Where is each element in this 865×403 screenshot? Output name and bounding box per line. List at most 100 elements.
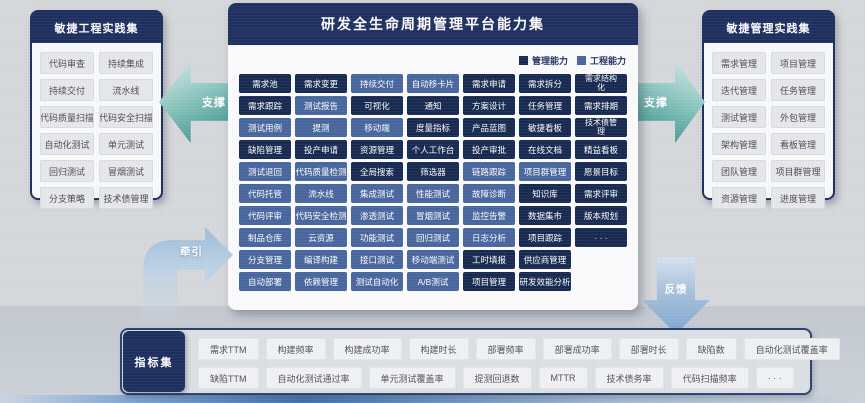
legend-item: 管理能力 — [518, 54, 568, 67]
metric-chip: 技术债务率 — [594, 367, 664, 389]
metric-chip: 自动化测试覆盖率 — [743, 338, 840, 360]
capability-chip: 需求排期 — [575, 96, 627, 115]
practice-chip: 技术债管理 — [99, 187, 153, 209]
capability-chip: 精益看板 — [575, 140, 627, 159]
capability-row: 制品仓库 云资源 功能测试 回归测试 日志分析 项目跟踪 · · · — [239, 228, 627, 247]
capability-chip: 移动端测试 — [407, 250, 459, 269]
metric-row: 需求TTM 构建频率 构建成功率 构建时长 部署频率 部署成功率 部署时长 缺陷数 自动化测试覆… — [198, 338, 840, 360]
platform-capability-panel: 研发全生命周期管理平台能力集 管理能力 工程能力 需求池 需求变更 持续交付 自动移卡片… — [228, 3, 638, 310]
capability-chip: A/B测试 — [407, 272, 459, 291]
practice-chip: 代码安全扫描 — [99, 106, 153, 128]
capability-chip: 需求变更 — [295, 74, 347, 93]
capability-chip: 在线文档 — [519, 140, 571, 159]
capability-chip: 产品蓝图 — [463, 118, 515, 137]
practice-chip: 架构管理 — [712, 133, 766, 155]
capability-chip: 缺陷管理 — [239, 140, 291, 159]
capability-chip: 测试退回 — [239, 162, 291, 181]
practice-chip: 持续集成 — [99, 52, 153, 74]
management-practices-panel: 敏捷管理实践集 需求管理 项目管理 迭代管理 任务管理 测试管理 外包管理 架构管理 看板管理… — [702, 10, 835, 209]
metric-chip: 部署频率 — [475, 338, 536, 360]
capability-row: 测试退回 代码质量检测 全局搜索 筛选器 链路跟踪 项目群管理 愿景目标 — [239, 162, 627, 181]
capability-chip: 代码质量检测 — [295, 162, 347, 181]
capability-chip: 监控告警 — [463, 206, 515, 225]
capability-chip: 提测 — [295, 118, 347, 137]
capability-chip: 投产审批 — [463, 140, 515, 159]
legend-label: 工程能力 — [589, 56, 626, 66]
capability-chip: 移动端 — [351, 118, 403, 137]
capability-row: 代码托管 流水线 集成测试 性能测试 故障诊断 知识库 需求评审 — [239, 184, 627, 203]
capability-chip: 筛选器 — [407, 162, 459, 181]
capability-chip: 故障诊断 — [463, 184, 515, 203]
capability-row: 需求跟踪 测试报告 可视化 通知 方案设计 任务管理 需求排期 — [239, 96, 627, 115]
capability-chip: 渗透测试 — [351, 206, 403, 225]
practice-chip: 看板管理 — [771, 133, 825, 155]
metric-chip: 代码扫描频率 — [670, 367, 749, 389]
legend-item: 工程能力 — [576, 54, 626, 67]
capability-chip: 测试报告 — [295, 96, 347, 115]
metric-chip: 部署成功率 — [542, 338, 612, 360]
capability-chip: 知识库 — [519, 184, 571, 203]
capability-grid: 需求池 需求变更 持续交付 自动移卡片 需求申请 需求拆分 需求结构化 需求跟踪 测试报告 可视化… — [239, 74, 627, 291]
capability-chip: 项目群管理 — [519, 162, 571, 181]
practice-chip: 代码质量扫描 — [40, 106, 94, 128]
practice-chip: 迭代管理 — [712, 79, 766, 101]
practice-chip: 项目群管理 — [771, 160, 825, 182]
capability-row: 测试用例 提测 移动端 度量指标 产品蓝图 敏捷看板 技术债管理 — [239, 118, 627, 137]
capability-chip: 自动移卡片 — [407, 74, 459, 93]
capability-chip: 分支管理 — [239, 250, 291, 269]
practice-chip: 代码审查 — [40, 52, 94, 74]
metric-chip: 自动化测试通过率 — [265, 367, 362, 389]
practice-chip: 流水线 — [99, 79, 153, 101]
capability-chip: 个人工作台 — [407, 140, 459, 159]
capability-row: 需求池 需求变更 持续交付 自动移卡片 需求申请 需求拆分 需求结构化 — [239, 74, 627, 93]
capability-chip: 制品仓库 — [239, 228, 291, 247]
capability-row: 分支管理 编译构建 接口测试 移动端测试 工时填报 供应商管理 — [239, 250, 627, 269]
practice-chip: 项目管理 — [771, 52, 825, 74]
capability-chip: 工时填报 — [463, 250, 515, 269]
practice-chip: 测试管理 — [712, 106, 766, 128]
management-practices-title: 敏捷管理实践集 — [704, 12, 833, 43]
capability-chip: 流水线 — [295, 184, 347, 203]
metrics-box: 指标集 需求TTM 构建频率 构建成功率 构建时长 部署频率 部署成功率 部署时长 缺陷数 自动… — [120, 328, 840, 395]
metric-chip: 需求TTM — [198, 338, 259, 360]
capability-chip: 链路跟踪 — [463, 162, 515, 181]
capability-chip: 持续交付 — [351, 74, 403, 93]
capability-chip: 投产申请 — [295, 140, 347, 159]
capability-chip: 供应商管理 — [519, 250, 571, 269]
practice-chip: 团队管理 — [712, 160, 766, 182]
practice-chip: 任务管理 — [771, 79, 825, 101]
capability-chip: 冒烟测试 — [407, 206, 459, 225]
capability-chip: 代码评审 — [239, 206, 291, 225]
capability-chip: 性能测试 — [407, 184, 459, 203]
engineering-practices-panel: 敏捷工程实践集 代码审查 持续集成 持续交付 流水线 代码质量扫描 代码安全扫描 自动化测试… — [30, 10, 163, 209]
metric-chip: 构建频率 — [265, 338, 326, 360]
capability-chip: 集成测试 — [351, 184, 403, 203]
capability-chip: 技术债管理 — [575, 118, 627, 137]
engineering-practices-list: 代码审查 持续集成 持续交付 流水线 代码质量扫描 代码安全扫描 自动化测试 单元测试 回归测试… — [32, 43, 161, 218]
metric-chip: MTTR — [538, 367, 588, 389]
capability-chip: 功能测试 — [351, 228, 403, 247]
capability-chip: 项目管理 — [463, 272, 515, 291]
capability-chip: 方案设计 — [463, 96, 515, 115]
metric-chip: 单元测试覆盖率 — [368, 367, 456, 389]
feedback-arrow-label: 反馈 — [664, 283, 688, 296]
capability-chip: 愿景目标 — [575, 162, 627, 181]
capability-chip: 回归测试 — [407, 228, 459, 247]
legend: 管理能力 工程能力 — [518, 54, 626, 67]
capability-chip: 日志分析 — [463, 228, 515, 247]
support-arrow-left-label: 支撑 — [202, 97, 226, 109]
capability-chip: 代码托管 — [239, 184, 291, 203]
capability-chip: 任务管理 — [519, 96, 571, 115]
capability-chip: 代码安全检测 — [295, 206, 347, 225]
support-arrow-left-icon: 支撑 — [159, 61, 231, 143]
metric-chip: 缺陷数 — [685, 338, 737, 360]
capability-chip: 云资源 — [295, 228, 347, 247]
metric-chip: · · · — [755, 367, 794, 389]
capability-chip: 可视化 — [351, 96, 403, 115]
metric-chip: 部署时长 — [618, 338, 679, 360]
legend-swatch-icon — [518, 56, 528, 65]
metric-chip: 缺陷TTM — [198, 367, 259, 389]
capability-chip: 需求申请 — [463, 74, 515, 93]
capability-chip: 需求池 — [239, 74, 291, 93]
